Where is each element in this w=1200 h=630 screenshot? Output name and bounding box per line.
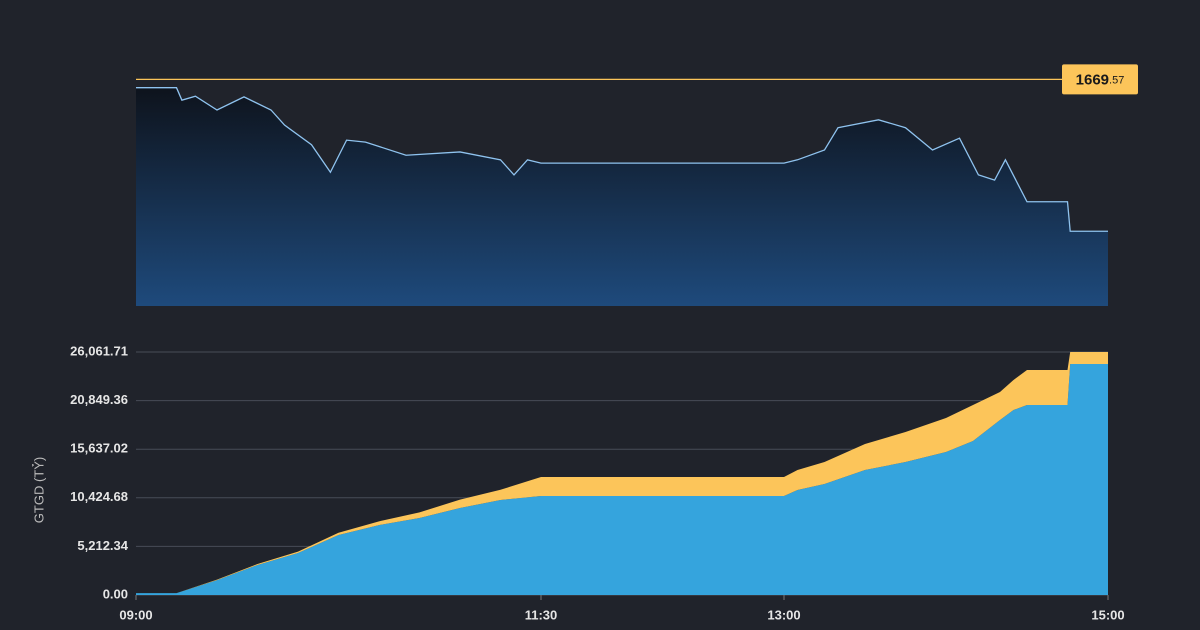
reference-label-dec: .57	[1109, 74, 1124, 86]
y-axis-label: GTGD (TỶ)	[31, 457, 46, 523]
reference-label-int: 1669	[1076, 71, 1109, 88]
reference-label-box	[1062, 64, 1138, 95]
price-area	[136, 87, 1108, 306]
x-tick-label: 15:00	[1091, 607, 1124, 622]
x-tick-label: 13:00	[767, 607, 800, 622]
y-tick-label: 26,061.71	[70, 343, 128, 358]
x-tick-label: 09:00	[119, 607, 152, 622]
volume-area	[136, 364, 1108, 595]
y-tick-label: 0.00	[103, 586, 128, 601]
y-tick-label: 10,424.68	[70, 489, 128, 504]
y-tick-label: 5,212.34	[77, 538, 128, 553]
y-tick-label: 20,849.36	[70, 392, 128, 407]
x-tick-label: 11:30	[525, 607, 558, 622]
y-tick-label: 15,637.02	[70, 441, 128, 456]
price-line	[136, 87, 1108, 232]
reference-label: 1669.57	[1076, 71, 1125, 88]
